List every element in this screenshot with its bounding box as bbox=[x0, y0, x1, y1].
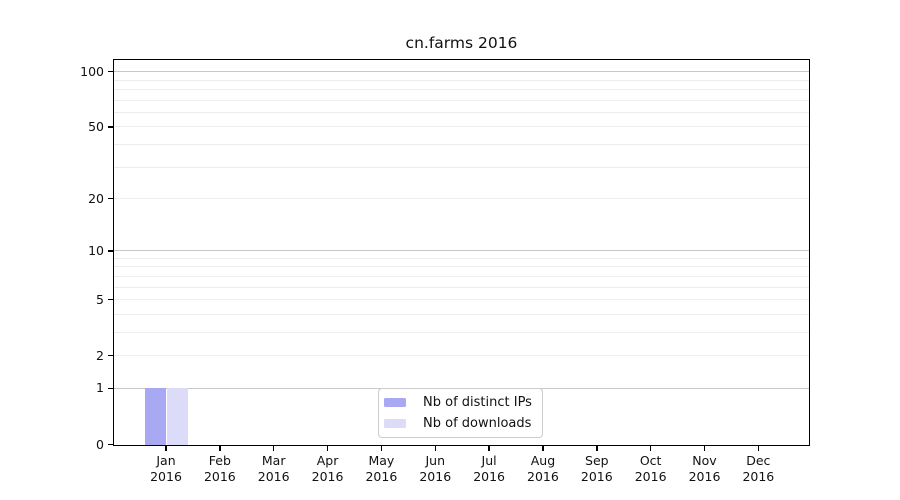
gridline-minor bbox=[113, 266, 810, 268]
x-tick bbox=[649, 446, 652, 451]
x-tick-label-year: 2016 bbox=[580, 468, 613, 484]
x-tick-label: Aug 2016 bbox=[511, 453, 575, 484]
x-tick-label-year: 2016 bbox=[473, 468, 505, 484]
y-tick bbox=[108, 70, 113, 73]
x-tick-label-year: 2016 bbox=[311, 468, 344, 484]
x-tick bbox=[703, 446, 706, 451]
x-tick-label: Oct 2016 bbox=[619, 453, 683, 484]
legend-label: Nb of downloads bbox=[423, 416, 532, 431]
x-tick bbox=[434, 446, 436, 451]
gridline-minor bbox=[113, 166, 810, 168]
gridline-minor bbox=[113, 99, 810, 101]
x-tick-label: Dec 2016 bbox=[726, 453, 790, 484]
y-tick bbox=[108, 197, 113, 200]
x-tick-label: Mar 2016 bbox=[242, 453, 306, 484]
gridline-minor bbox=[113, 299, 810, 301]
y-tick-label: 10 bbox=[88, 242, 104, 258]
gridline-minor bbox=[113, 286, 810, 288]
x-tick bbox=[488, 446, 490, 451]
x-tick-label-month: Aug bbox=[530, 453, 556, 468]
gridline-minor bbox=[113, 143, 810, 145]
x-tick bbox=[542, 446, 544, 451]
gridline-minor bbox=[113, 111, 810, 113]
x-tick-label-month: Jul bbox=[481, 453, 497, 468]
y-tick-label: 100 bbox=[80, 63, 104, 79]
y-tick bbox=[108, 250, 113, 252]
bar-nb-of-distinct-ips bbox=[145, 388, 166, 445]
gridline-minor bbox=[113, 126, 810, 128]
x-tick-label: Nov 2016 bbox=[673, 453, 737, 484]
x-tick-label-year: 2016 bbox=[527, 468, 559, 484]
x-tick-label-year: 2016 bbox=[634, 468, 667, 484]
x-tick-label-month: Jan bbox=[156, 453, 176, 468]
y-tick-label: 2 bbox=[96, 347, 104, 363]
x-tick bbox=[380, 446, 383, 451]
x-tick-label-year: 2016 bbox=[203, 468, 236, 484]
x-tick-label: Apr 2016 bbox=[296, 453, 360, 484]
y-tick-label: 50 bbox=[88, 118, 104, 134]
x-tick-label-year: 2016 bbox=[688, 468, 721, 484]
x-tick-label-year: 2016 bbox=[742, 468, 775, 484]
x-tick bbox=[219, 446, 221, 451]
legend-swatch-nb-of-distinct-ips bbox=[384, 397, 406, 408]
x-tick-label: Jun 2016 bbox=[403, 453, 467, 484]
gridline-minor bbox=[113, 79, 810, 81]
y-tick-label: 20 bbox=[88, 190, 104, 206]
y-tick bbox=[108, 443, 113, 446]
x-tick-label-month: Sep bbox=[585, 453, 609, 468]
legend-entry: Nb of distinct IPs bbox=[384, 392, 534, 413]
x-tick-label: May 2016 bbox=[349, 453, 413, 484]
y-tick bbox=[108, 387, 113, 390]
gridline-minor bbox=[113, 331, 810, 333]
legend-label: Nb of distinct IPs bbox=[423, 395, 532, 410]
legend-swatch-nb-of-downloads bbox=[384, 418, 406, 429]
x-tick bbox=[165, 446, 167, 451]
x-tick-label-month: May bbox=[368, 453, 395, 468]
gridline-minor bbox=[113, 198, 810, 199]
x-tick-label-year: 2016 bbox=[365, 468, 398, 484]
gridline-major bbox=[113, 250, 810, 252]
gridline-major bbox=[113, 71, 810, 73]
x-tick-label-month: Jun bbox=[425, 453, 446, 468]
x-tick-label: Sep 2016 bbox=[565, 453, 629, 484]
x-tick bbox=[326, 446, 329, 451]
x-tick-label-year: 2016 bbox=[257, 468, 290, 484]
legend: Nb of distinct IPs Nb of downloads bbox=[378, 388, 543, 438]
gridline-minor bbox=[113, 275, 810, 277]
x-tick-label-month: Feb bbox=[208, 453, 231, 468]
y-tick-label: 0 bbox=[96, 436, 104, 452]
x-tick-label-month: Nov bbox=[692, 453, 717, 468]
x-tick bbox=[272, 446, 275, 451]
gridline-minor bbox=[113, 88, 810, 90]
y-tick-label: 1 bbox=[96, 380, 104, 396]
x-tick-label: Feb 2016 bbox=[188, 453, 252, 484]
x-tick-label: Jan 2016 bbox=[134, 453, 198, 484]
x-tick-label-year: 2016 bbox=[419, 468, 452, 484]
x-tick bbox=[596, 446, 598, 451]
gridline-minor bbox=[113, 355, 810, 357]
plot-area bbox=[113, 59, 810, 446]
gridline-minor bbox=[113, 257, 810, 259]
x-tick bbox=[757, 446, 760, 451]
chart-title: cn.farms 2016 bbox=[405, 34, 518, 52]
y-tick bbox=[108, 126, 113, 128]
gridline-minor bbox=[113, 313, 810, 315]
y-tick-label: 5 bbox=[96, 291, 104, 307]
x-tick-label: Jul 2016 bbox=[457, 453, 521, 484]
y-tick bbox=[108, 298, 113, 301]
y-tick bbox=[108, 354, 113, 357]
x-tick-label-month: Mar bbox=[261, 453, 286, 468]
x-tick-label-month: Oct bbox=[639, 453, 662, 468]
legend-entry: Nb of downloads bbox=[384, 413, 534, 434]
x-tick-label-year: 2016 bbox=[150, 468, 182, 484]
x-tick-label-month: Dec bbox=[746, 453, 771, 468]
x-tick-label-month: Apr bbox=[316, 453, 339, 468]
bar-nb-of-downloads bbox=[167, 388, 188, 445]
